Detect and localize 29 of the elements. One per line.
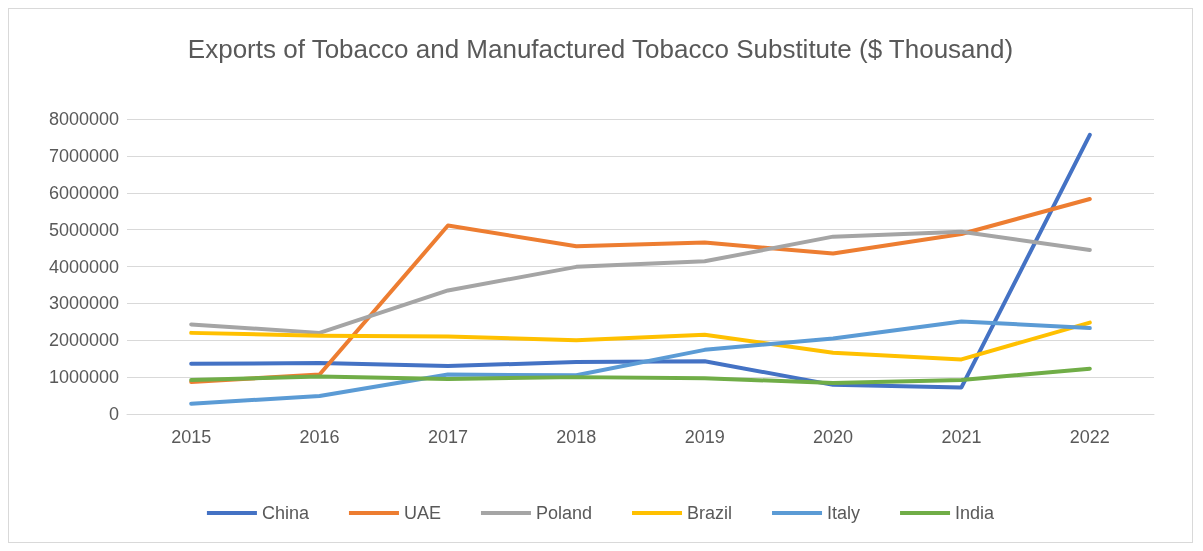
- legend-label: Brazil: [687, 503, 733, 523]
- y-tick-label: 2000000: [48, 330, 119, 351]
- legend-label: Poland: [535, 503, 593, 523]
- line-series: [189, 229, 1092, 335]
- legend-label: China: [261, 503, 310, 523]
- line-series: [189, 366, 1092, 386]
- legend-label: Italy: [827, 503, 861, 523]
- y-tick-label: 8000000: [48, 109, 119, 129]
- line-series: [189, 319, 1092, 406]
- x-tick-label: 2018: [556, 427, 597, 447]
- legend-label: India: [955, 503, 996, 523]
- x-tick-label: 2021: [941, 427, 982, 447]
- y-tick-label: 1000000: [48, 367, 119, 388]
- y-tick-label: 6000000: [48, 182, 119, 203]
- y-tick-label: 7000000: [48, 145, 119, 166]
- x-tick-label: 2015: [171, 427, 212, 447]
- x-tick-label: 2020: [813, 427, 854, 447]
- y-tick-label: 5000000: [48, 219, 119, 240]
- line-series: [189, 320, 1092, 362]
- x-tick-label: 2019: [684, 427, 725, 447]
- legend-label: UAE: [403, 503, 441, 523]
- y-tick-label: 3000000: [48, 293, 119, 314]
- y-tick-label: 4000000: [48, 256, 119, 277]
- x-tick-label: 2016: [299, 427, 340, 447]
- y-tick-label: 0: [108, 404, 119, 424]
- chart-title: Exports of Tobacco and Manufactured Tobacco Substitute ($ Thousand): [187, 34, 1014, 64]
- x-tick-label: 2022: [1069, 427, 1110, 447]
- line-series: [189, 132, 1092, 390]
- x-tick-label: 2017: [427, 427, 468, 447]
